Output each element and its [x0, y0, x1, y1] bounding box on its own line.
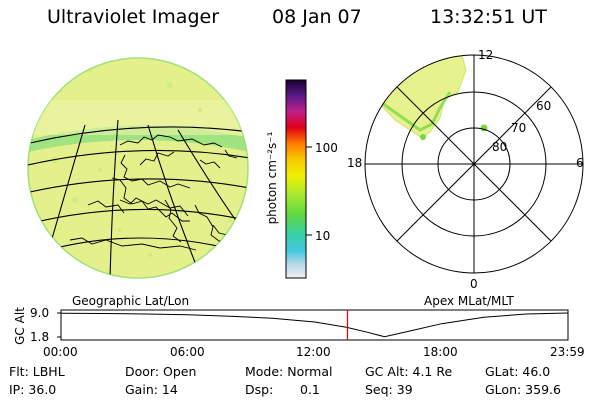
projection-left-label: Geographic Lat/Lon: [72, 294, 190, 308]
colorbar-tick-10: 10: [315, 229, 331, 243]
info-ip: IP: 36.0: [9, 382, 57, 397]
time-label: 13:32:51 UT: [430, 6, 547, 28]
info-door: Door: Open: [125, 364, 197, 379]
altitude-xtick-3: 18:00: [423, 345, 458, 359]
info-seq: Seq: 39: [365, 382, 413, 397]
polar-ring-80: 80: [492, 140, 508, 154]
info-dsp-value: 0.1: [300, 382, 320, 397]
info-flt: Flt: LBHL: [9, 364, 65, 379]
polar-ring-60: 60: [536, 99, 552, 113]
colorbar: [285, 79, 312, 279]
info-gcalt: GC Alt: 4.1 Re: [365, 364, 453, 379]
altitude-plot: [57, 309, 569, 341]
info-dsp-label: Dsp:: [245, 382, 274, 397]
info-gain: Gain: 14: [125, 382, 178, 397]
polar-ring-70: 70: [511, 121, 527, 135]
info-glon: GLon: 359.6: [485, 382, 561, 397]
date-label: 08 Jan 07: [272, 6, 362, 28]
colorbar-unit-label: photon cm⁻²s⁻¹: [265, 131, 279, 225]
altitude-xtick-1: 06:00: [170, 345, 205, 359]
altitude-axis-label: GC Alt: [13, 307, 27, 345]
info-glat: GLat: 46.0: [485, 364, 551, 379]
polar-label-6: 6: [576, 156, 584, 170]
polar-label-0: 0: [470, 277, 478, 291]
altitude-ytick-low: 1.8: [30, 330, 50, 344]
globe-image: [27, 57, 249, 279]
altitude-xtick-4: 23:59: [550, 345, 585, 359]
colorbar-tick-100: 100: [315, 141, 338, 155]
polar-label-18: 18: [347, 156, 363, 170]
instrument-title: Ultraviolet Imager: [47, 6, 220, 28]
altitude-curve: [60, 312, 569, 338]
altitude-xtick-2: 12:00: [296, 345, 331, 359]
altitude-ytick-high: 9.0: [30, 306, 50, 320]
polar-plot: [364, 54, 584, 274]
info-mode: Mode: Normal: [245, 364, 333, 379]
altitude-xtick-0: 00:00: [43, 345, 78, 359]
polar-label-12: 12: [478, 48, 494, 62]
projection-right-label: Apex MLat/MLT: [424, 294, 514, 308]
